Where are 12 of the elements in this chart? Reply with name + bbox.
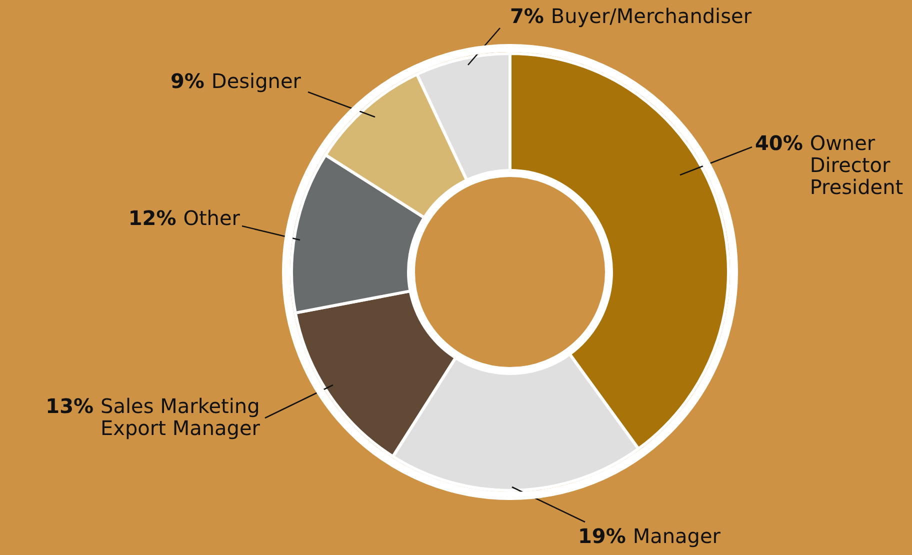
data-label: 7%	[510, 4, 544, 28]
slice-label: Manager	[632, 524, 722, 548]
data-label: 40%	[755, 131, 803, 156]
data-label: 9%	[170, 69, 204, 94]
slice-label: Owner Director President	[810, 131, 904, 200]
slice-label: Other	[183, 206, 241, 230]
slice-label: Designer	[211, 69, 302, 94]
slice-label: Sales Marketing Export Manager	[100, 394, 261, 440]
data-label: 12%	[128, 206, 176, 230]
slice-label: Buyer/Merchandiser	[550, 4, 752, 28]
data-label: 13%	[46, 394, 94, 418]
data-label: 19%	[578, 524, 626, 548]
